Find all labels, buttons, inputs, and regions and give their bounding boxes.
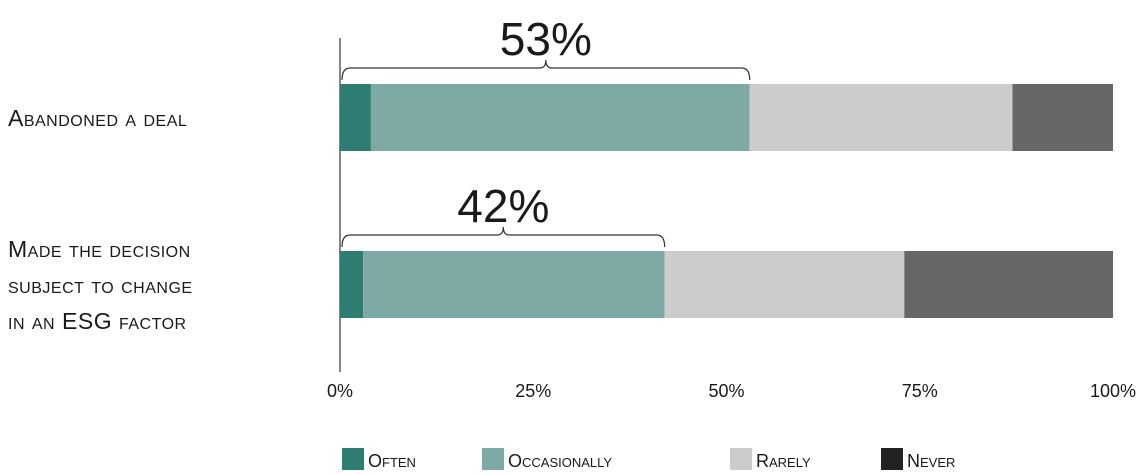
x-tick-label-3: 75% — [901, 381, 938, 401]
legend-item-often: Often — [342, 448, 416, 470]
x-tick-label-0: 0% — [326, 381, 353, 401]
category-label-1-line-1: subject to change — [8, 271, 193, 298]
x-tick-label-2: 50% — [708, 381, 745, 401]
bracket-label-1: 42% — [457, 180, 550, 232]
bar-segment-rarely-1 — [664, 251, 905, 318]
bar-segment-never-1 — [904, 251, 1113, 318]
bracket-label-0: 53% — [499, 13, 592, 65]
legend-label-often: Often — [368, 451, 416, 471]
x-tick-label-4: 100% — [1089, 381, 1137, 401]
bar-segment-rarely-0 — [749, 84, 1013, 151]
bracket-1 — [341, 226, 666, 248]
category-label-0-line-0: Abandoned a deal — [8, 104, 188, 131]
legend-swatch-rarely — [730, 448, 752, 470]
legend-swatch-occasionally — [482, 448, 504, 470]
bar-segment-often-1 — [340, 251, 364, 318]
bar-segment-occasionally-0 — [370, 84, 750, 151]
bars-group — [340, 84, 1113, 318]
bracket-0 — [341, 59, 751, 81]
legend-item-occasionally: Occasionally — [482, 448, 612, 470]
category-label-1-line-0: Made the decision — [8, 235, 191, 262]
legend-label-rarely: Rarely — [756, 451, 811, 471]
legend-item-never: Never — [881, 448, 955, 470]
bar-segment-occasionally-1 — [363, 251, 665, 318]
bar-segment-never-0 — [1012, 84, 1113, 151]
legend-label-occasionally: Occasionally — [508, 451, 613, 471]
legend-item-rarely: Rarely — [730, 448, 811, 470]
brackets-group — [341, 59, 751, 248]
category-label-1-line-2: in an ESG factor — [8, 307, 187, 334]
legend-swatch-never — [881, 448, 903, 470]
legend-swatch-often — [342, 448, 364, 470]
x-tick-label-1: 25% — [515, 381, 552, 401]
legend-label-never: Never — [907, 451, 956, 471]
bar-segment-often-0 — [340, 84, 371, 151]
